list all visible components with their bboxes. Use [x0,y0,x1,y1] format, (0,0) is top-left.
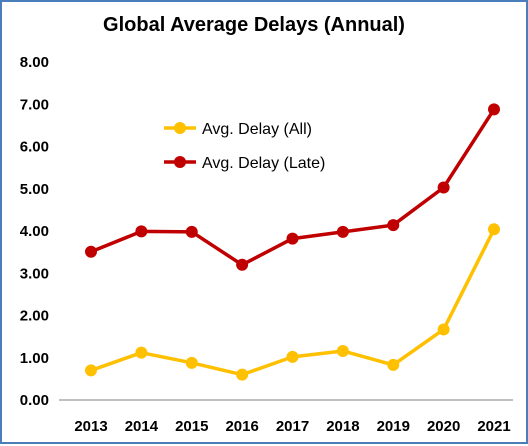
data-point [488,103,500,116]
data-point [488,223,500,236]
x-tick-label: 2016 [225,418,258,435]
x-tick-label: 2021 [477,418,510,435]
data-point [437,323,450,336]
legend-entry-1: Avg. Delay (All) [164,121,312,138]
y-tick-label: 6.00 [20,139,49,156]
data-point [336,344,349,357]
x-tick-label: 2019 [377,418,410,435]
data-point [387,358,400,371]
data-point [85,245,97,258]
x-tick-label: 2020 [427,418,460,435]
legend-point-marker [174,122,186,134]
x-tick-label: 2014 [125,418,159,435]
data-point [236,258,249,271]
data-point [286,350,299,363]
data-point [185,356,198,369]
data-point [135,225,148,238]
y-tick-label: 4.00 [20,223,49,240]
legend-entry-2: Avg. Delay (Late) [164,155,325,172]
x-tick-label: 2018 [326,418,359,435]
data-point [336,225,349,238]
x-tick-label: 2015 [175,418,208,435]
x-tick-label: 2017 [276,418,309,435]
y-tick-label: 5.00 [20,181,49,198]
series-2 [85,103,500,271]
y-tick-label: 3.00 [20,265,49,282]
data-point [387,219,400,232]
legend: Avg. Delay (All) Avg. Delay (Late) [164,121,325,172]
y-tick-label: 8.00 [20,54,49,71]
chart-title: Global Average Delays (Annual) [103,14,405,36]
data-point [437,181,450,194]
data-point [236,368,249,381]
data-point [185,225,198,238]
x-tick-label: 2013 [74,418,107,435]
legend-point-marker [174,156,186,168]
series-1 [85,223,500,381]
y-tick-label: 0.00 [20,392,49,409]
legend-label: Avg. Delay (Late) [202,155,325,172]
data-point [85,364,97,377]
data-point [286,232,299,245]
data-point [135,346,148,359]
y-tick-label: 1.00 [20,350,49,367]
y-tick-label: 7.00 [20,96,49,113]
y-tick-label: 2.00 [20,308,49,325]
legend-label: Avg. Delay (All) [202,121,312,138]
axes: 0.00 1.00 2.00 3.00 4.00 5.00 6.00 7.00 8.00 2013… [20,54,513,435]
series-layer [85,103,500,381]
